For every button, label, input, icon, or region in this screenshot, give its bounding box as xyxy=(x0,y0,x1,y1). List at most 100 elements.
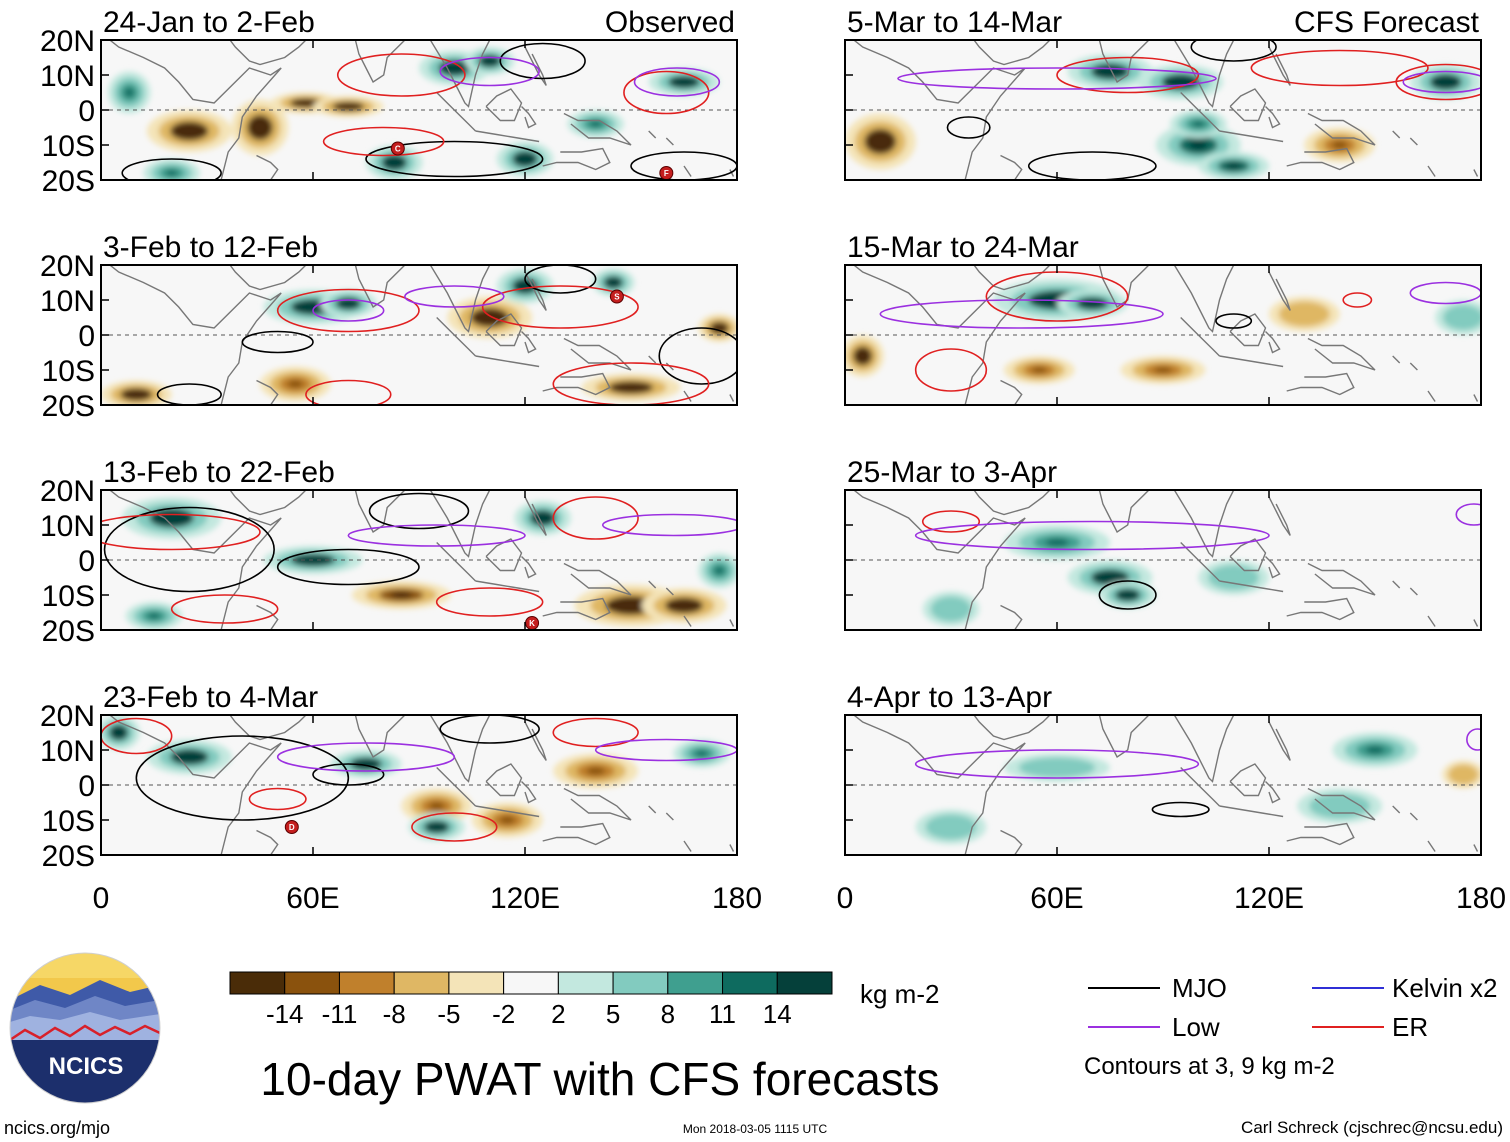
coastline xyxy=(108,490,282,630)
pwat-anomaly-mark xyxy=(586,767,605,775)
pwat-anomaly-mark xyxy=(484,57,496,65)
coastline xyxy=(1097,715,1151,759)
contour-black xyxy=(630,151,737,180)
colorbar-swatch xyxy=(448,971,505,995)
contour-violet xyxy=(312,299,385,322)
coastline xyxy=(485,88,523,122)
panel-fc4: 4-Apr to 13-Apr xyxy=(844,681,1482,856)
contour-violet xyxy=(1455,503,1481,526)
coastline xyxy=(665,137,674,146)
pwat-anomaly-mark xyxy=(1100,573,1120,582)
y-tick-label: 10S xyxy=(42,130,95,163)
contour-violet xyxy=(601,513,737,537)
pwat-anomaly-mark xyxy=(430,823,443,831)
coastline xyxy=(1173,40,1236,108)
contour-black xyxy=(439,715,540,744)
coastline xyxy=(683,840,692,852)
storm-letter: C xyxy=(395,145,401,154)
contour-red xyxy=(1395,63,1481,101)
coastline xyxy=(1392,130,1401,139)
colorbar-label: -8 xyxy=(383,999,406,1029)
pwat-anomaly-mark xyxy=(480,312,499,323)
panel-tag: Observed xyxy=(605,6,735,39)
colorbar-label: 8 xyxy=(661,999,675,1029)
pwat-anomaly-mark xyxy=(1045,538,1069,547)
contour-black xyxy=(524,265,597,294)
coastline xyxy=(1427,615,1436,627)
coastline xyxy=(1000,604,1023,630)
coastline xyxy=(436,317,476,357)
y-tick-label: 10N xyxy=(40,735,95,768)
pwat-anomaly-mark xyxy=(298,100,314,106)
colorbar-swatch xyxy=(503,971,559,995)
contour-violet xyxy=(1466,728,1481,751)
pwat-anomaly-mark xyxy=(1453,768,1473,781)
x-tick-label: 180 xyxy=(712,882,762,915)
contour-violet xyxy=(276,742,456,772)
coastline xyxy=(108,40,282,180)
panel-title: 23-Feb to 4-Mar xyxy=(103,681,318,714)
pwat-anomaly-mark xyxy=(390,591,413,599)
coastline xyxy=(1219,130,1284,143)
pwat-anomaly-mark xyxy=(1192,120,1205,128)
pwat-anomaly-mark xyxy=(589,120,602,128)
coastline xyxy=(229,715,307,741)
coastline xyxy=(108,265,282,405)
pwat-anomaly-mark xyxy=(676,78,692,86)
coastline xyxy=(683,615,692,627)
storm-letter: D xyxy=(289,823,295,832)
y-tick-label: 20N xyxy=(40,475,95,508)
y-tick-label: 0 xyxy=(78,545,95,578)
coastline xyxy=(1307,562,1376,596)
contour-red xyxy=(101,513,261,551)
coastline xyxy=(1180,767,1220,807)
y-tick-label: 20S xyxy=(42,840,95,873)
coastline xyxy=(1229,763,1267,797)
coastline xyxy=(521,106,537,129)
coastline xyxy=(1268,46,1291,86)
contour-violet xyxy=(633,67,721,97)
figure-title: 10-day PWAT with CFS forecasts xyxy=(260,1053,939,1105)
contour-black xyxy=(365,140,544,178)
coastline xyxy=(353,40,407,84)
x-tick-label: 180 xyxy=(1456,882,1506,915)
contour-red xyxy=(336,53,466,97)
pwat-anomaly-mark xyxy=(388,158,401,167)
coastline xyxy=(729,619,735,627)
coastline xyxy=(429,265,492,333)
panel-title: 15-Mar to 24-Mar xyxy=(847,231,1079,264)
colorbar-label: 11 xyxy=(709,999,736,1029)
legend-label-er: ER xyxy=(1392,1012,1428,1042)
coastline xyxy=(1473,619,1479,627)
coastline xyxy=(1409,362,1418,371)
coastline xyxy=(524,496,547,536)
panel-background xyxy=(845,40,1481,180)
y-tick-label: 20S xyxy=(42,615,95,648)
pwat-anomaly-mark xyxy=(1031,366,1048,374)
colorbar-label: -2 xyxy=(492,999,515,1029)
coastline xyxy=(729,844,735,852)
colorbar-label: -5 xyxy=(437,999,460,1029)
contour-red xyxy=(170,594,279,624)
pwat-anomaly-mark xyxy=(124,87,134,98)
ncics-logo: NCICS xyxy=(9,952,161,1104)
coastline xyxy=(1409,812,1418,821)
coastline xyxy=(475,355,540,368)
pwat-anomaly-mark xyxy=(620,384,642,391)
pwat-anomaly-mark xyxy=(938,601,964,617)
colorbar-label: 14 xyxy=(763,999,792,1029)
coastline xyxy=(1427,165,1436,177)
y-tick-label: 0 xyxy=(78,320,95,353)
pwat-anomaly-mark xyxy=(165,169,178,177)
panel-title: 25-Mar to 3-Apr xyxy=(847,456,1057,489)
pwat-anomaly-mark xyxy=(147,612,161,620)
pwat-anomaly-mark xyxy=(428,802,445,810)
coastline xyxy=(475,805,540,818)
pwat-anomaly-mark xyxy=(1033,761,1081,774)
coastline xyxy=(648,580,657,589)
coastline xyxy=(973,490,1051,516)
pwat-anomaly-mark xyxy=(1100,67,1120,76)
pwat-anomaly-mark xyxy=(872,135,889,148)
